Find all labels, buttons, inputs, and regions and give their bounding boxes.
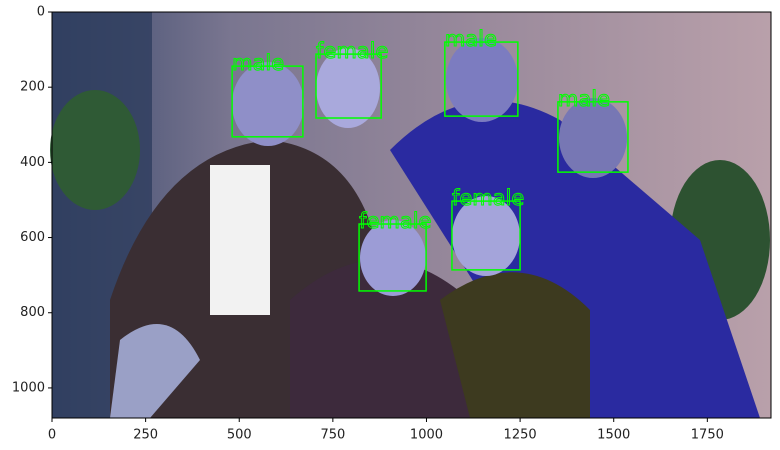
x-tick-label: 0 [48, 428, 56, 443]
y-tick-label: 1000 [12, 380, 45, 395]
axes-frame [51, 11, 772, 419]
face-label: male [445, 27, 497, 51]
face-label: male [558, 87, 610, 111]
photo [50, 12, 771, 418]
y-tick-label: 0 [37, 5, 45, 20]
y-tick-label: 600 [20, 230, 45, 245]
face-box [315, 53, 382, 119]
face-box [358, 223, 427, 292]
x-tick-label: 250 [133, 428, 158, 443]
face-box [444, 41, 519, 117]
x-tick-label: 500 [227, 428, 252, 443]
face-box [231, 65, 304, 138]
y-tick-label: 400 [20, 155, 45, 170]
x-tick-label: 750 [320, 428, 345, 443]
x-tick-label: 1750 [691, 428, 724, 443]
y-tick-label: 800 [20, 305, 45, 320]
face-label: female [359, 209, 431, 233]
x-tick-label: 1000 [410, 428, 443, 443]
face-label: male [232, 51, 284, 75]
face-box [451, 200, 521, 271]
face-label: female [452, 186, 524, 210]
x-tick-label: 1250 [504, 428, 537, 443]
x-tick-label: 1500 [597, 428, 630, 443]
y-tick-label: 200 [20, 80, 45, 95]
face-box [557, 101, 629, 173]
face-label: female [316, 39, 388, 63]
